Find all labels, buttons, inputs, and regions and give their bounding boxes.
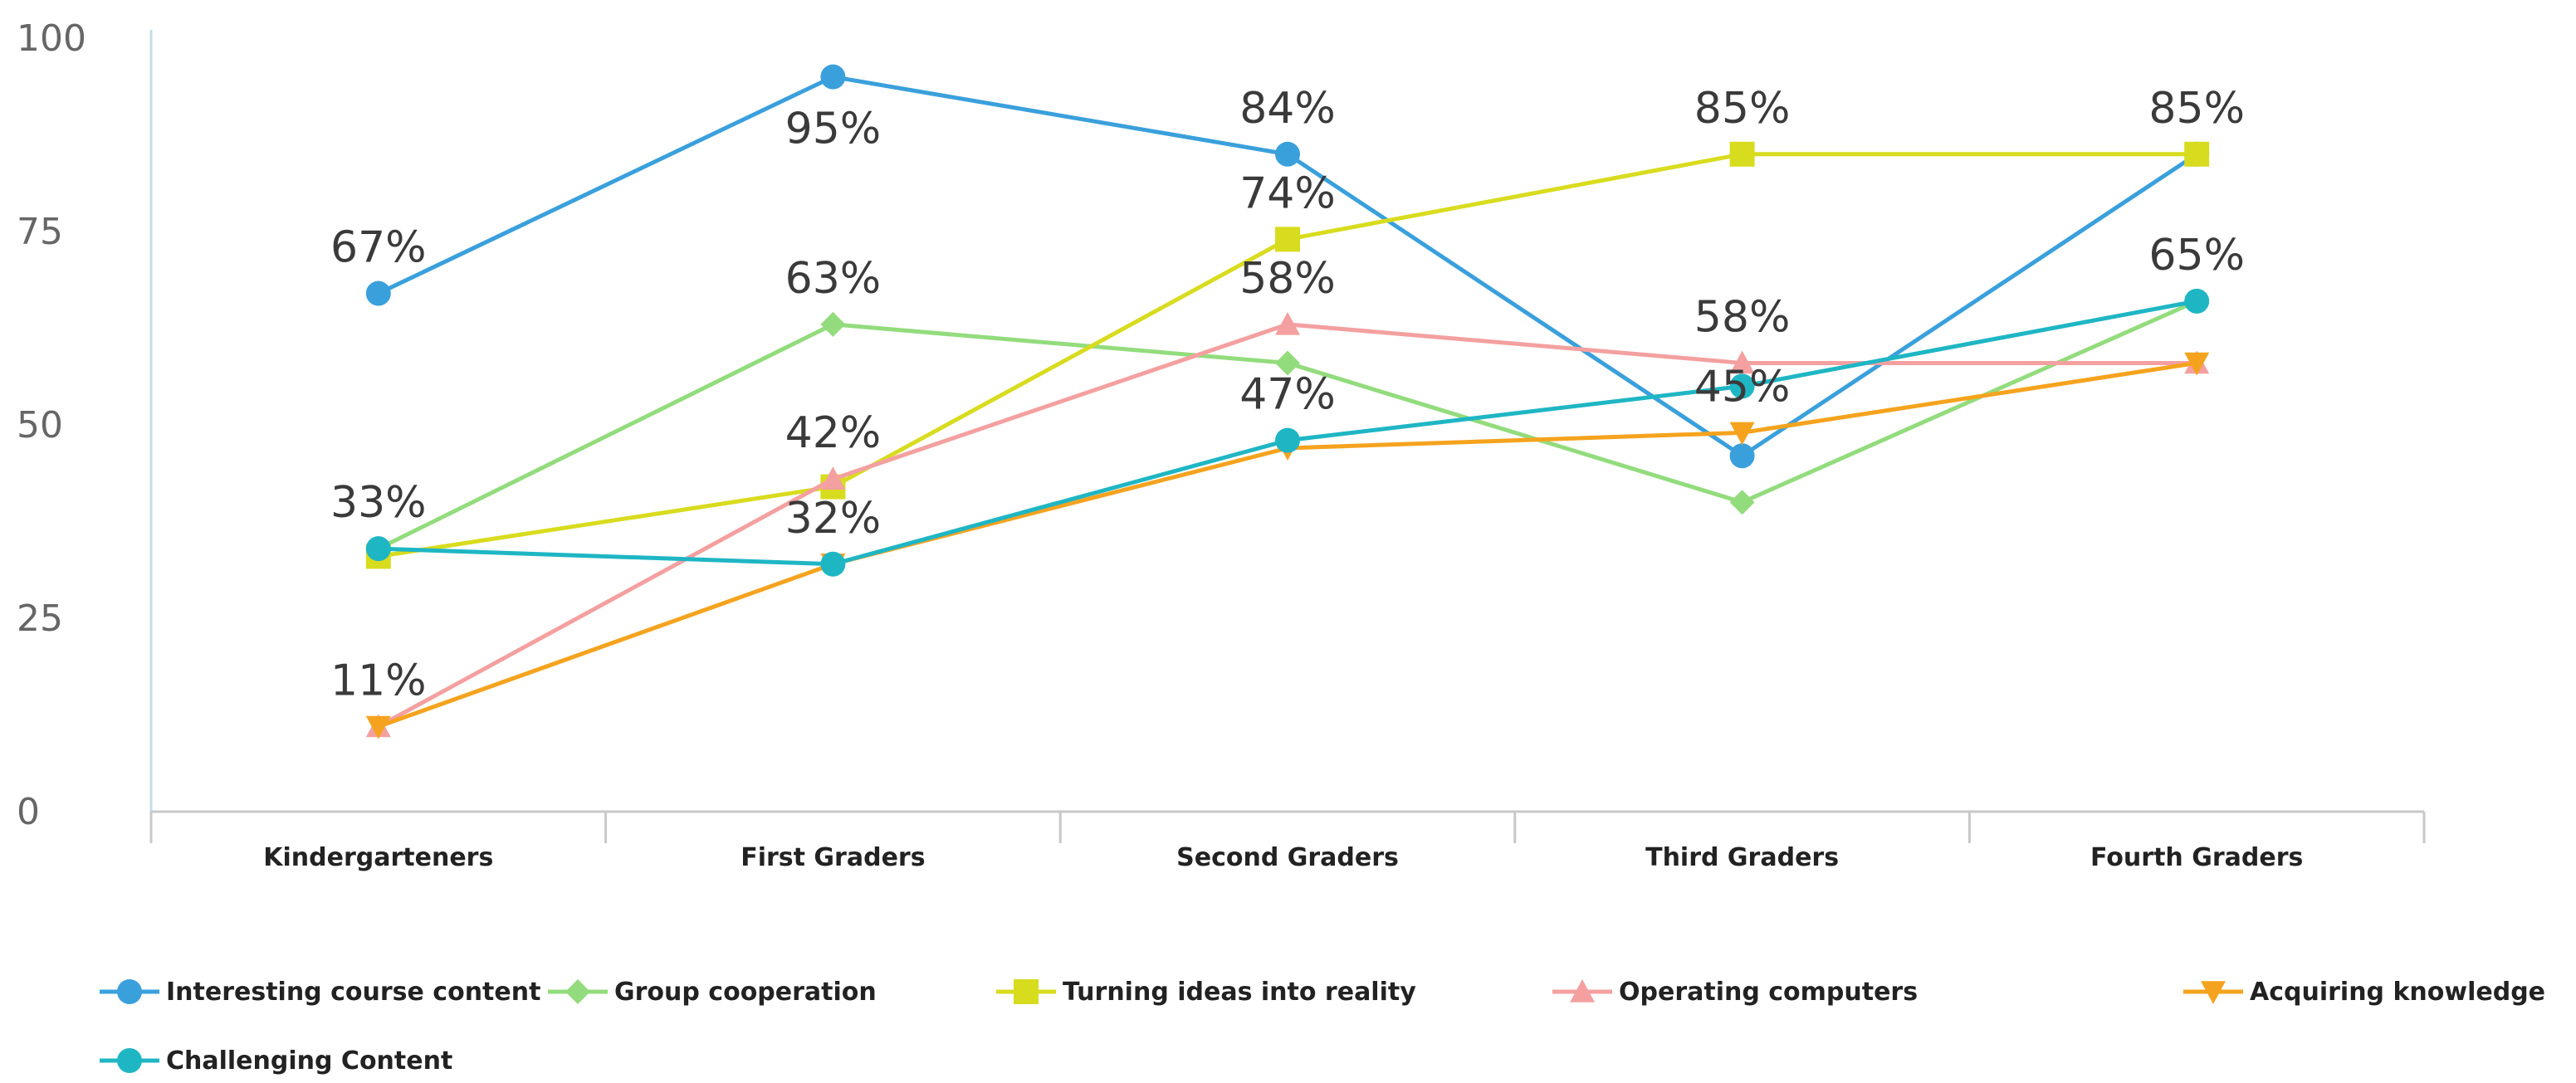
data-series (365, 64, 2210, 739)
data-label: 85% (1694, 84, 1791, 134)
y-tick-label: 75 (17, 211, 63, 253)
data-label: 42% (785, 408, 882, 458)
data-point (1729, 141, 1755, 167)
axes (149, 30, 2426, 843)
legend-item: Interesting course content (100, 978, 540, 1007)
data-point (1275, 427, 1300, 453)
series-group (365, 64, 2210, 469)
data-point (820, 466, 846, 490)
data-point (1275, 141, 1300, 167)
data-point (1729, 350, 1755, 374)
y-tick-label: 100 (17, 17, 86, 60)
data-label: 32% (785, 494, 882, 544)
data-label: 47% (1239, 370, 1336, 420)
data-point (820, 311, 846, 337)
data-label: 33% (330, 478, 427, 528)
y-axis-ticks: 0 25 50 75 100 (17, 17, 86, 833)
x-category-label: Third Graders (1645, 843, 1839, 872)
legend-item: Acquiring knowledge (2183, 978, 2545, 1007)
data-label: 11% (330, 656, 427, 705)
x-category-label: Second Graders (1176, 843, 1399, 872)
series-group (365, 288, 2210, 577)
series-group (365, 311, 2210, 738)
legend-marker (117, 979, 142, 1004)
data-point (2184, 141, 2210, 167)
data-label: 65% (2148, 231, 2245, 281)
legend-marker (2201, 981, 2226, 1004)
data-point (1275, 350, 1300, 376)
legend-label: Acquiring knowledge (2250, 978, 2545, 1007)
data-label: 84% (1239, 84, 1336, 134)
data-point (820, 551, 846, 577)
data-label: 74% (1239, 168, 1336, 218)
x-axis-categories: Kindergarteners First Graders Second Grade… (263, 843, 2303, 872)
data-label: 58% (1694, 292, 1791, 342)
data-point (1275, 227, 1300, 252)
y-tick-label: 25 (17, 598, 63, 640)
data-label: 95% (785, 105, 882, 154)
data-point (1729, 422, 1755, 446)
legend-label: Interesting course content (166, 978, 540, 1007)
x-category-label: Fourth Graders (2090, 843, 2303, 872)
data-point (365, 715, 391, 739)
legend: Interesting course content Group cooperat… (100, 978, 2545, 1076)
legend-item: Challenging Content (100, 1046, 452, 1076)
legend-item: Turning ideas into reality (996, 978, 1416, 1007)
data-point (365, 281, 391, 306)
data-point (365, 536, 391, 562)
legend-marker (565, 979, 590, 1004)
data-label: 67% (330, 223, 427, 273)
data-point (1729, 490, 1755, 515)
legend-marker (1014, 979, 1039, 1004)
legend-item: Operating computers (1552, 978, 1918, 1007)
data-label: 85% (2148, 84, 2245, 134)
legend-label: Group cooperation (614, 978, 877, 1007)
x-category-label: Kindergarteners (263, 843, 493, 872)
data-point (1275, 311, 1300, 335)
data-point (2184, 352, 2210, 376)
data-label: 58% (1239, 254, 1336, 304)
data-labels: 67% 33% 11% 95% 63% 42% 32% 84% 74% 58% 47% 85% 58% 4… (330, 84, 2245, 706)
data-label: 45% (1694, 362, 1791, 412)
data-point (820, 64, 846, 90)
legend-item: Group cooperation (548, 978, 877, 1007)
data-point (1729, 443, 1755, 469)
y-tick-label: 50 (17, 404, 63, 446)
data-point (2184, 288, 2210, 314)
legend-label: Operating computers (1619, 978, 1918, 1007)
legend-label: Turning ideas into reality (1063, 978, 1416, 1007)
legend-label: Challenging Content (166, 1046, 452, 1076)
data-point (1729, 373, 1755, 399)
data-label: 63% (785, 254, 882, 304)
legend-marker (1570, 979, 1595, 1003)
legend-marker (117, 1048, 142, 1073)
y-tick-label: 0 (17, 791, 40, 833)
series-line (377, 299, 2198, 551)
x-category-label: First Graders (741, 843, 925, 872)
